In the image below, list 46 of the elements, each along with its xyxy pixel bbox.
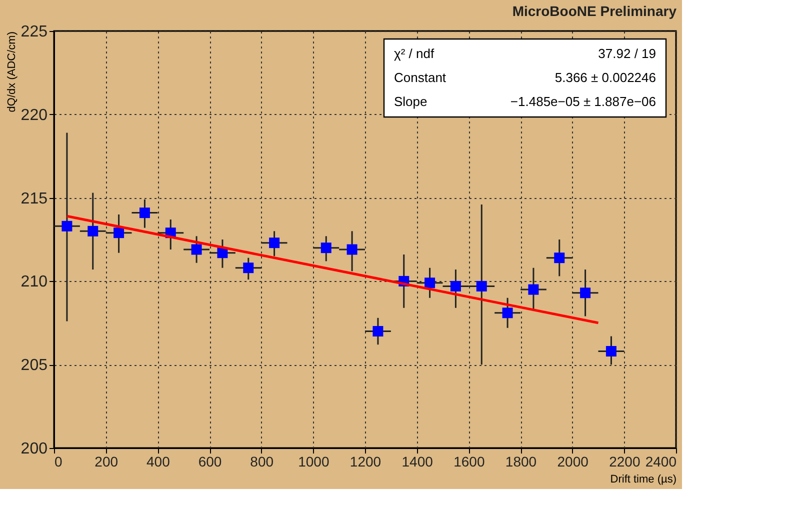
annotation: Slope (394, 94, 428, 109)
point (346, 244, 358, 255)
x-tick-label: 800 (250, 454, 274, 470)
point (139, 208, 150, 218)
x-tick-label: 1600 (454, 454, 485, 470)
x-tick-label: 600 (198, 454, 222, 470)
x-tick-label: 1800 (505, 454, 537, 470)
point (606, 346, 616, 356)
annotation: Constant (394, 70, 446, 85)
point (502, 308, 513, 318)
x-tick-label: 0 (54, 454, 62, 470)
point (450, 280, 461, 292)
y-tick-label: 225 (20, 24, 48, 40)
point (528, 284, 539, 295)
point (114, 228, 124, 238)
x-tick-label: 2400 (645, 454, 677, 470)
x-tick-label: 2200 (609, 454, 640, 470)
point (554, 252, 565, 264)
point (62, 220, 72, 232)
point (88, 226, 98, 236)
x-axis-title: Drift time (µs) (610, 474, 676, 486)
x-tick-label: 400 (146, 454, 170, 470)
point (191, 244, 202, 255)
point (372, 326, 384, 336)
point (476, 280, 487, 292)
x-tick-label: 200 (94, 454, 118, 470)
chart-title: MicroBooNE Preliminary (512, 3, 677, 19)
y-tick-label: 205 (20, 357, 48, 374)
annotation: χ² / ndf (394, 46, 434, 61)
y-tick-label: 215 (20, 190, 48, 208)
point (580, 288, 591, 298)
annotation: 5.366 ± 0.002246 (554, 70, 656, 85)
point (243, 262, 254, 274)
annotation: 37.92 / 19 (598, 46, 656, 61)
annotation: −1.485e−05 ± 1.887e−06 (510, 94, 656, 109)
y-tick-label: 220 (20, 106, 48, 124)
x-tick-label: 1400 (402, 454, 434, 470)
x-tick-label: 2000 (557, 454, 589, 470)
y-tick-label: 200 (20, 440, 48, 458)
y-tick-label: 210 (20, 274, 48, 291)
point (269, 238, 280, 248)
x-tick-label: 1000 (298, 454, 330, 470)
point (320, 242, 332, 254)
y-axis-title: dQ/dx (ADC/cm) (6, 32, 18, 112)
x-tick-label: 1200 (350, 454, 382, 470)
point (424, 278, 436, 288)
